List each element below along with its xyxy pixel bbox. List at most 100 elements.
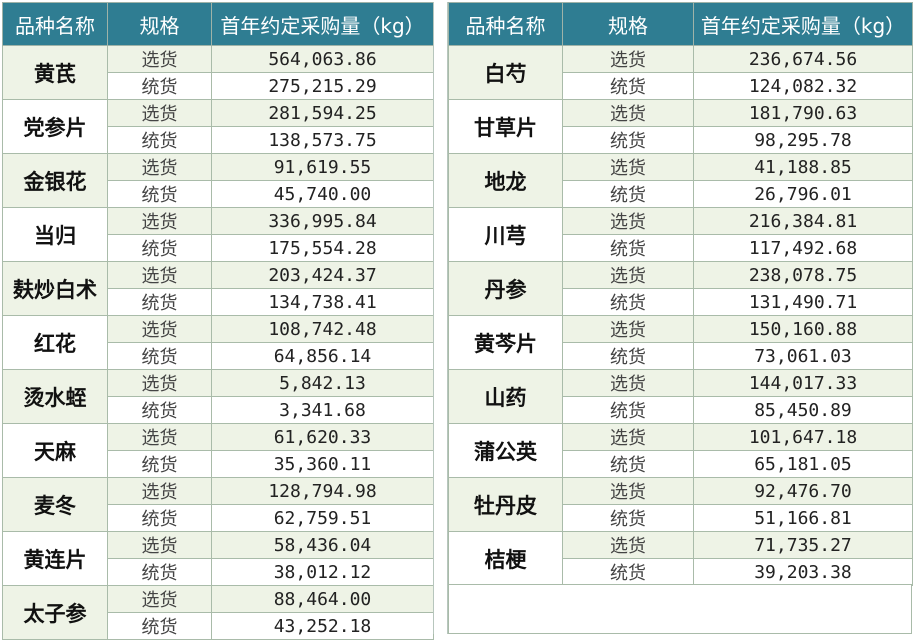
variety-name: 天麻 <box>2 423 108 478</box>
column-separator <box>433 2 448 634</box>
variety-name: 甘草片 <box>448 99 563 154</box>
table-row: 统货 131,490.71 <box>449 288 913 316</box>
spec-cell: 统货 <box>562 558 694 586</box>
table-row: 黄芪 选货 564,063.86 <box>2 45 434 100</box>
header-qty: 首年约定采购量（kg） <box>693 2 913 46</box>
quantity-cell: 117,492.68 <box>693 234 913 262</box>
spec-cell: 选货 <box>107 153 212 181</box>
table-row: 金银花 选货 91,619.55 <box>2 153 434 208</box>
variety-name: 麦冬 <box>2 477 108 532</box>
table-row: 麦冬 选货 128,794.98 <box>2 477 434 532</box>
quantity-cell: 62,759.51 <box>211 504 434 532</box>
spec-cell: 选货 <box>107 423 212 451</box>
spec-cell: 统货 <box>562 72 694 100</box>
left-table-panel: 品种名称 规格 首年约定采购量（kg） 黄芪 选货 564,063.86 统货 275,… <box>2 2 434 640</box>
quantity-cell: 138,573.75 <box>211 126 434 154</box>
spec-cell: 选货 <box>562 531 694 559</box>
quantity-cell: 65,181.05 <box>693 450 913 478</box>
spec-cell: 统货 <box>562 342 694 370</box>
spec-cell: 统货 <box>107 72 212 100</box>
table-row: 统货 175,554.28 <box>3 234 434 262</box>
table-row: 山药 选货 144,017.33 <box>448 369 913 424</box>
table-row: 统货 85,450.89 <box>449 396 913 424</box>
quantity-cell: 236,674.56 <box>693 45 913 73</box>
spec-cell: 选货 <box>107 261 212 289</box>
quantity-cell: 45,740.00 <box>211 180 434 208</box>
quantity-cell: 51,166.81 <box>693 504 913 532</box>
spec-cell: 统货 <box>562 288 694 316</box>
table-row: 统货 38,012.12 <box>3 558 434 586</box>
variety-name: 牡丹皮 <box>448 477 563 532</box>
spec-cell: 选货 <box>107 477 212 505</box>
variety-name: 桔梗 <box>448 531 563 586</box>
variety-name: 川芎 <box>448 207 563 262</box>
spec-cell: 统货 <box>107 288 212 316</box>
quantity-cell: 98,295.78 <box>693 126 913 154</box>
quantity-cell: 108,742.48 <box>211 315 434 343</box>
spec-cell: 选货 <box>107 315 212 343</box>
table-row: 统货 65,181.05 <box>449 450 913 478</box>
procurement-table-left: 品种名称 规格 首年约定采购量（kg） 黄芪 选货 564,063.86 统货 275,… <box>2 2 434 640</box>
quantity-cell: 61,620.33 <box>211 423 434 451</box>
table-row: 白芍 选货 236,674.56 <box>448 45 913 100</box>
spec-cell: 统货 <box>107 450 212 478</box>
variety-name: 当归 <box>2 207 108 262</box>
header-row: 品种名称 规格 首年约定采购量（kg） <box>2 2 434 46</box>
quantity-cell: 175,554.28 <box>211 234 434 262</box>
right-table-panel: 品种名称 规格 首年约定采购量（kg） 白芍 选货 236,674.56 统货 124,… <box>448 2 913 586</box>
table-row: 统货 35,360.11 <box>3 450 434 478</box>
table-row: 川芎 选货 216,384.81 <box>448 207 913 262</box>
variety-name: 白芍 <box>448 45 563 100</box>
table-row: 统货 138,573.75 <box>3 126 434 154</box>
table-row: 统货 64,856.14 <box>3 342 434 370</box>
table-row: 红花 选货 108,742.48 <box>2 315 434 370</box>
spec-cell: 统货 <box>107 504 212 532</box>
quantity-cell: 134,738.41 <box>211 288 434 316</box>
table-row: 统货 98,295.78 <box>449 126 913 154</box>
quantity-cell: 88,464.00 <box>211 585 434 613</box>
variety-name: 丹参 <box>448 261 563 316</box>
header-qty: 首年约定采购量（kg） <box>211 2 434 46</box>
table-row: 统货 124,082.32 <box>449 72 913 100</box>
quantity-cell: 181,790.63 <box>693 99 913 127</box>
variety-name: 黄芩片 <box>448 315 563 370</box>
table-row: 烫水蛭 选货 5,842.13 <box>2 369 434 424</box>
spec-cell: 选货 <box>562 423 694 451</box>
spec-cell: 选货 <box>562 315 694 343</box>
spec-cell: 选货 <box>107 99 212 127</box>
table-row: 桔梗 选货 71,735.27 <box>448 531 913 586</box>
quantity-cell: 26,796.01 <box>693 180 913 208</box>
quantity-cell: 238,078.75 <box>693 261 913 289</box>
variety-name: 蒲公英 <box>448 423 563 478</box>
spec-cell: 选货 <box>562 45 694 73</box>
variety-name: 太子参 <box>2 585 108 640</box>
spec-cell: 统货 <box>107 612 212 640</box>
quantity-cell: 92,476.70 <box>693 477 913 505</box>
spec-cell: 选货 <box>107 531 212 559</box>
variety-name: 地龙 <box>448 153 563 208</box>
header-name: 品种名称 <box>448 2 563 46</box>
spec-cell: 选货 <box>562 99 694 127</box>
spec-cell: 统货 <box>107 180 212 208</box>
quantity-cell: 124,082.32 <box>693 72 913 100</box>
table-row: 统货 73,061.03 <box>449 342 913 370</box>
spec-cell: 统货 <box>562 450 694 478</box>
spec-cell: 选货 <box>562 369 694 397</box>
variety-name: 金银花 <box>2 153 108 208</box>
quantity-cell: 131,490.71 <box>693 288 913 316</box>
spec-cell: 选货 <box>562 153 694 181</box>
spec-cell: 统货 <box>107 558 212 586</box>
quantity-cell: 203,424.37 <box>211 261 434 289</box>
quantity-cell: 216,384.81 <box>693 207 913 235</box>
spec-cell: 统货 <box>562 234 694 262</box>
table-row: 麸炒白术 选货 203,424.37 <box>2 261 434 316</box>
spec-cell: 选货 <box>562 207 694 235</box>
table-row: 丹参 选货 238,078.75 <box>448 261 913 316</box>
quantity-cell: 101,647.18 <box>693 423 913 451</box>
header-spec: 规格 <box>107 2 212 46</box>
header-name: 品种名称 <box>2 2 108 46</box>
variety-name: 山药 <box>448 369 563 424</box>
quantity-cell: 281,594.25 <box>211 99 434 127</box>
table-row: 地龙 选货 41,188.85 <box>448 153 913 208</box>
table-row: 统货 134,738.41 <box>3 288 434 316</box>
